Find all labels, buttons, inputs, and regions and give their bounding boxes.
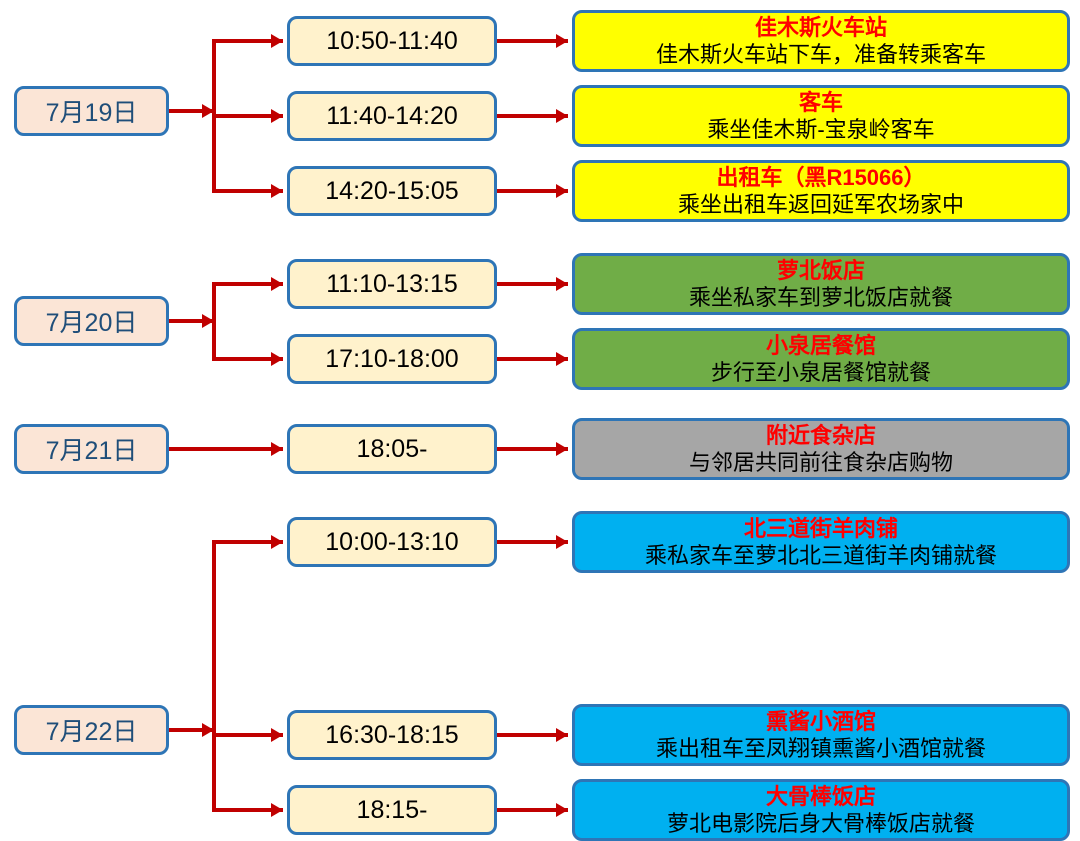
date-box: 7月21日 bbox=[14, 424, 169, 474]
detail-box: 熏酱小酒馆乘出租车至凤翔镇熏酱小酒馆就餐 bbox=[572, 704, 1070, 766]
time-box: 18:15- bbox=[287, 785, 497, 835]
date-box: 7月22日 bbox=[14, 705, 169, 755]
time-box: 10:50-11:40 bbox=[287, 16, 497, 66]
time-box: 17:10-18:00 bbox=[287, 334, 497, 384]
time-label: 11:40-14:20 bbox=[326, 102, 458, 131]
detail-desc: 乘坐佳木斯-宝泉岭客车 bbox=[707, 116, 934, 144]
time-label: 18:15- bbox=[357, 796, 428, 825]
time-box: 18:05- bbox=[287, 424, 497, 474]
detail-desc: 乘坐出租车返回延军农场家中 bbox=[678, 191, 964, 219]
time-label: 10:50-11:40 bbox=[326, 27, 458, 56]
detail-desc: 佳木斯火车站下车，准备转乘客车 bbox=[656, 41, 986, 69]
date-box: 7月19日 bbox=[14, 86, 169, 136]
detail-box: 大骨棒饭店萝北电影院后身大骨棒饭店就餐 bbox=[572, 779, 1070, 841]
time-label: 10:00-13:10 bbox=[325, 528, 458, 557]
detail-desc: 萝北电影院后身大骨棒饭店就餐 bbox=[667, 810, 975, 838]
detail-title: 客车 bbox=[799, 89, 843, 117]
time-label: 11:10-13:15 bbox=[326, 270, 458, 299]
detail-desc: 乘出租车至凤翔镇熏酱小酒馆就餐 bbox=[656, 735, 986, 763]
time-label: 16:30-18:15 bbox=[325, 721, 458, 750]
date-box: 7月20日 bbox=[14, 296, 169, 346]
detail-box: 客车乘坐佳木斯-宝泉岭客车 bbox=[572, 85, 1070, 147]
detail-box: 附近食杂店与邻居共同前往食杂店购物 bbox=[572, 418, 1070, 480]
detail-title: 北三道街羊肉铺 bbox=[744, 515, 898, 543]
detail-title: 萝北饭店 bbox=[777, 257, 865, 285]
date-label: 7月19日 bbox=[46, 93, 138, 129]
time-box: 16:30-18:15 bbox=[287, 710, 497, 760]
detail-title: 小泉居餐馆 bbox=[766, 332, 876, 360]
detail-title: 大骨棒饭店 bbox=[766, 783, 876, 811]
date-label: 7月22日 bbox=[46, 712, 138, 748]
detail-title: 佳木斯火车站 bbox=[755, 14, 887, 42]
detail-box: 北三道街羊肉铺乘私家车至萝北北三道街羊肉铺就餐 bbox=[572, 511, 1070, 573]
detail-title: 熏酱小酒馆 bbox=[766, 708, 876, 736]
time-box: 14:20-15:05 bbox=[287, 166, 497, 216]
time-label: 17:10-18:00 bbox=[325, 345, 458, 374]
time-label: 18:05- bbox=[357, 435, 428, 464]
time-label: 14:20-15:05 bbox=[325, 177, 458, 206]
detail-title: 附近食杂店 bbox=[766, 422, 876, 450]
detail-desc: 乘坐私家车到萝北饭店就餐 bbox=[689, 284, 953, 312]
date-label: 7月20日 bbox=[46, 303, 138, 339]
time-box: 11:10-13:15 bbox=[287, 259, 497, 309]
detail-desc: 步行至小泉居餐馆就餐 bbox=[711, 359, 931, 387]
detail-desc: 与邻居共同前往食杂店购物 bbox=[689, 449, 953, 477]
detail-desc: 乘私家车至萝北北三道街羊肉铺就餐 bbox=[645, 542, 997, 570]
detail-box: 萝北饭店乘坐私家车到萝北饭店就餐 bbox=[572, 253, 1070, 315]
date-label: 7月21日 bbox=[46, 431, 138, 467]
detail-box: 佳木斯火车站佳木斯火车站下车，准备转乘客车 bbox=[572, 10, 1070, 72]
time-box: 10:00-13:10 bbox=[287, 517, 497, 567]
detail-box: 小泉居餐馆步行至小泉居餐馆就餐 bbox=[572, 328, 1070, 390]
time-box: 11:40-14:20 bbox=[287, 91, 497, 141]
detail-box: 出租车（黑R15066）乘坐出租车返回延军农场家中 bbox=[572, 160, 1070, 222]
detail-title: 出租车（黑R15066） bbox=[716, 164, 925, 192]
